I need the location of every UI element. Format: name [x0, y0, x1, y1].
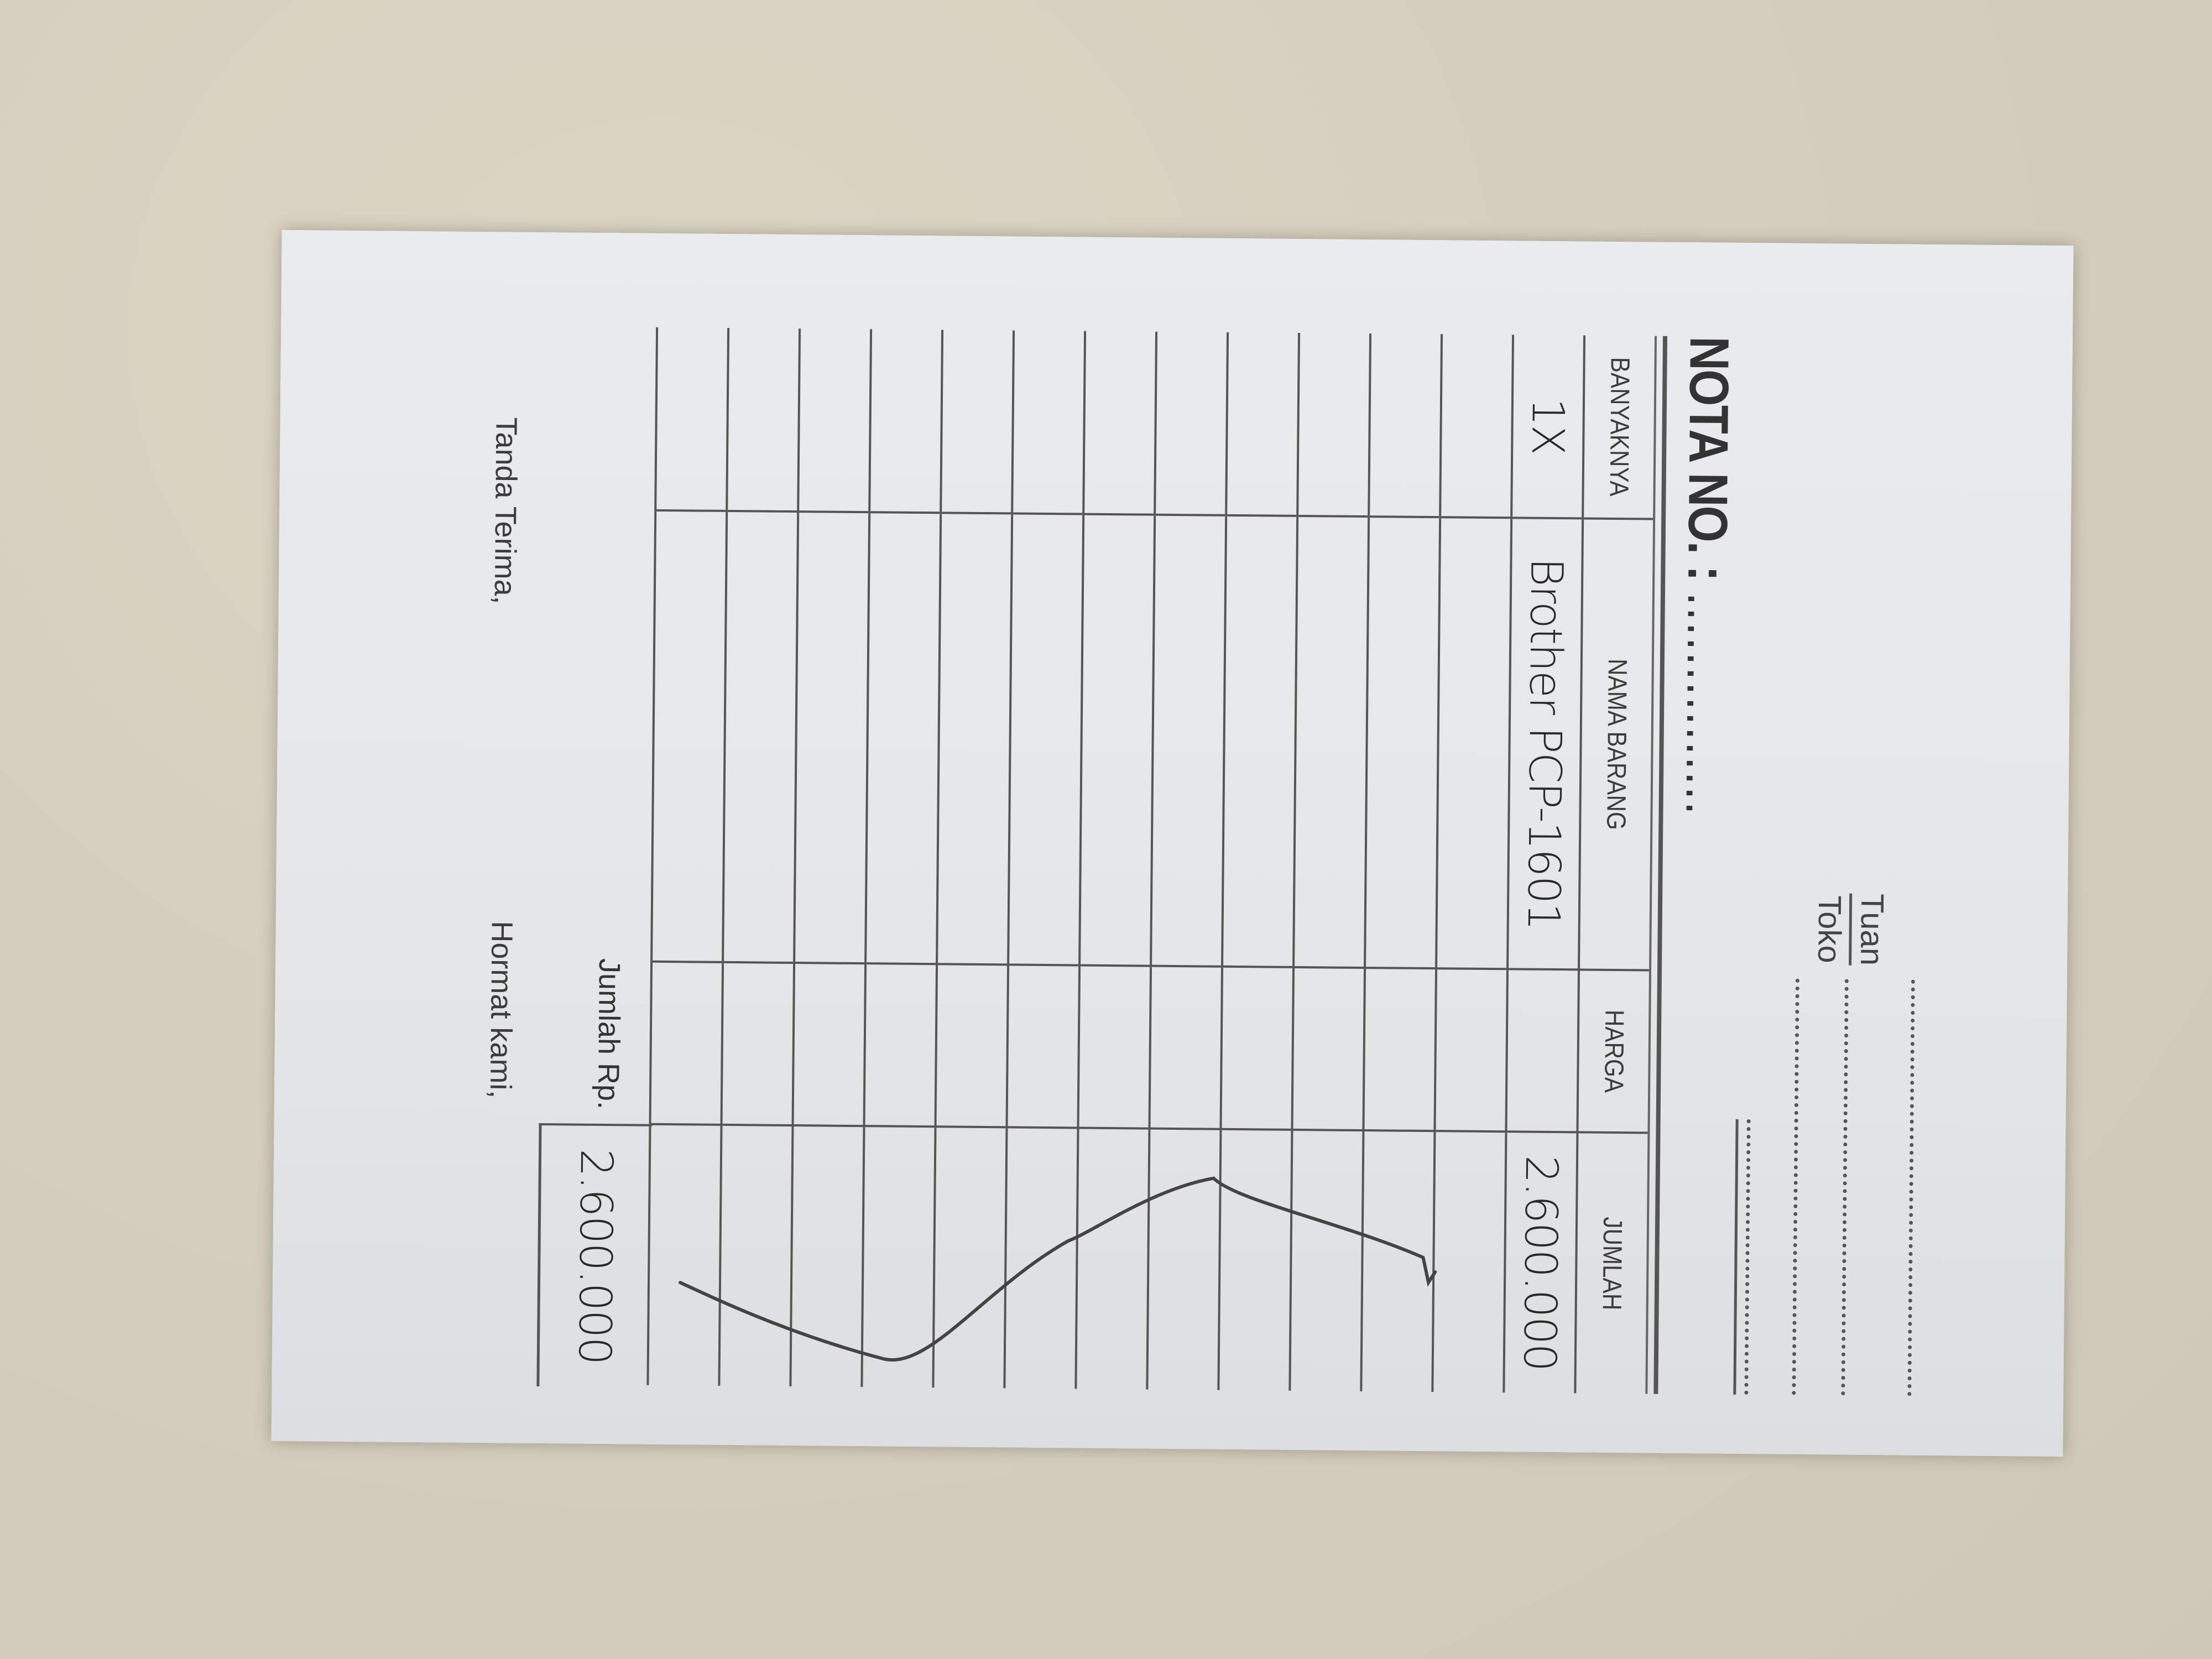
table-row: [1004, 330, 1086, 1389]
table-row: [1076, 331, 1157, 1390]
store-name-line: [1792, 978, 1799, 1395]
table-row: [1290, 332, 1371, 1392]
amount-cell: [1432, 1131, 1506, 1393]
amount-cell: [933, 1126, 1007, 1389]
amount-cell: [719, 1124, 793, 1387]
receipt-paper: Tuan Toko NOTA NO. : ............... BAN…: [271, 229, 2074, 1457]
price-cell: [935, 964, 1009, 1128]
table-row: [862, 329, 943, 1388]
item-name-cell: [1151, 514, 1227, 967]
header-amount: JUMLAH: [1575, 1147, 1648, 1379]
qty-cell: [727, 327, 800, 512]
total-box: 2.600.000: [536, 1123, 653, 1387]
header-item-name: NAMA BARANG: [1579, 545, 1653, 943]
item-name-cell: Brother PCP-1601: [1507, 518, 1583, 970]
amount-cell: [1290, 1129, 1364, 1392]
amount-cell: [1361, 1130, 1435, 1392]
qty-cell: [869, 329, 943, 513]
amount-cell: [1076, 1128, 1150, 1390]
qty-cell: [1155, 331, 1228, 515]
price-cell: [1506, 969, 1579, 1133]
table-row: [719, 327, 800, 1387]
amount-cell: [862, 1126, 936, 1388]
price-cell: [1292, 967, 1365, 1131]
header-qty: BANYAKNYA: [1583, 346, 1655, 508]
amount-cell: [790, 1125, 864, 1387]
qty-cell: [1369, 333, 1442, 518]
tuan-label: Tuan: [1854, 893, 1891, 966]
item-name-cell: [1079, 514, 1155, 966]
handwritten-qty: 1X: [1522, 398, 1574, 455]
price-cell: [1434, 968, 1508, 1132]
amount-cell: [1218, 1129, 1292, 1391]
amount-cell: [1004, 1127, 1078, 1389]
qty-cell: [1226, 332, 1300, 516]
table-row: [1432, 334, 1514, 1393]
amount-cell: [1147, 1128, 1221, 1390]
price-cell: [792, 963, 866, 1126]
item-name-cell: [723, 510, 799, 963]
divider: [1849, 893, 1853, 966]
received-signature-label: Tanda Terima,: [488, 417, 523, 604]
item-name-cell: [651, 510, 727, 962]
price-cell: [650, 961, 723, 1125]
qty-cell: [798, 328, 872, 513]
item-name-cell: [937, 513, 1013, 965]
table-row: 1X Brother PCP-1601 2.600.000: [1504, 335, 1585, 1394]
solid-line: [1733, 1119, 1739, 1395]
item-name-cell: [794, 512, 870, 964]
price-cell: [1006, 964, 1080, 1128]
total-value: 2.600.000: [569, 1148, 623, 1364]
table-header-row: BANYAKNYA NAMA BARANG HARGA JUMLAH: [1575, 335, 1655, 1394]
table-row: [790, 328, 872, 1387]
recipient-label: Tuan Toko: [1811, 893, 1890, 966]
recipient-name-line: [1841, 979, 1849, 1396]
item-name-cell: [1293, 515, 1369, 968]
qty-cell: [1440, 334, 1514, 518]
table-row: [1361, 333, 1442, 1392]
regards-signature-label: Hormat kami,: [483, 921, 519, 1099]
dotted-line: [1744, 1119, 1751, 1395]
page-title: NOTA NO. : ...............: [1673, 336, 1741, 817]
item-name-cell: [1008, 513, 1084, 966]
price-cell: [1363, 968, 1437, 1131]
table-row: [648, 327, 729, 1386]
qty-cell: [1297, 332, 1371, 517]
table-row: [933, 330, 1014, 1389]
amount-cell: 2.600.000: [1504, 1131, 1578, 1394]
qty-cell: [941, 330, 1014, 514]
item-name-cell: [1365, 517, 1441, 969]
price-cell: [1149, 966, 1223, 1129]
qty-cell: 1X: [1511, 335, 1585, 519]
qty-cell: [1083, 331, 1157, 515]
title-text: NOTA NO. :: [1676, 336, 1741, 581]
item-name-cell: [865, 512, 941, 964]
qty-cell: [1012, 330, 1086, 514]
toko-label: Toko: [1811, 895, 1848, 963]
table-row: [1147, 331, 1228, 1390]
price-cell: [1078, 965, 1151, 1129]
qty-cell: [655, 327, 729, 511]
total-label: Jumlah Rp.: [591, 958, 627, 1110]
table-row: [1218, 332, 1300, 1391]
dotted-line: [1907, 979, 1915, 1396]
nota-number-field: ...............: [1674, 592, 1738, 817]
items-table: BANYAKNYA NAMA BARANG HARGA JUMLAH 1X Bro…: [646, 327, 1655, 1394]
header-price: HARGA: [1577, 979, 1649, 1123]
price-cell: [721, 962, 795, 1126]
handwritten-amount: 2.600.000: [1514, 1155, 1568, 1371]
handwritten-name: Brother PCP-1601: [1517, 557, 1573, 930]
header-rule: [1653, 336, 1668, 1394]
item-name-cell: [1222, 515, 1298, 967]
item-name-cell: [1436, 517, 1512, 969]
price-cell: [1220, 966, 1294, 1130]
amount-cell: [648, 1124, 722, 1386]
price-cell: [864, 963, 937, 1127]
